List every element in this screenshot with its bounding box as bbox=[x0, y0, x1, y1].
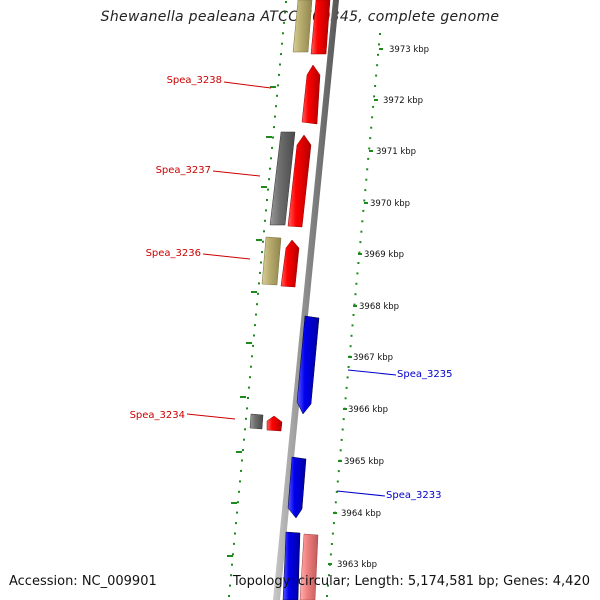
kbp-tick: 3969 kbp bbox=[358, 250, 404, 260]
accession-label: Accession: NC_009901 bbox=[9, 574, 157, 589]
svg-text:3970 kbp: 3970 kbp bbox=[370, 199, 410, 209]
gene-label[interactable]: Spea_3234 bbox=[130, 410, 185, 421]
svg-text:3964 kbp: 3964 kbp bbox=[341, 509, 381, 519]
gene-block[interactable] bbox=[249, 413, 264, 430]
gene-labels: Spea_3238 Spea_3237 Spea_3236 Spea_3235 … bbox=[130, 75, 453, 501]
gene-block[interactable] bbox=[261, 236, 282, 286]
gene-label[interactable]: Spea_3238 bbox=[167, 75, 222, 86]
kbp-tick: 3965 kbp bbox=[338, 457, 384, 467]
svg-text:3973 kbp: 3973 kbp bbox=[389, 45, 429, 55]
gene-block[interactable] bbox=[282, 531, 301, 600]
gene-spea-3238[interactable] bbox=[301, 64, 321, 125]
svg-text:3965 kbp: 3965 kbp bbox=[344, 457, 384, 467]
gene-label[interactable]: Spea_3237 bbox=[156, 165, 211, 176]
gene-features bbox=[249, 0, 331, 600]
svg-text:3972 kbp: 3972 kbp bbox=[383, 96, 423, 106]
kbp-tick: 3964 kbp bbox=[333, 509, 381, 519]
left-tick-ring bbox=[228, 1, 287, 597]
svg-text:3966 kbp: 3966 kbp bbox=[348, 405, 388, 415]
gene-block[interactable] bbox=[292, 0, 313, 53]
outer-ring-dashes bbox=[227, 86, 276, 557]
gene-spea-3236[interactable] bbox=[280, 239, 300, 288]
gene-label[interactable]: Spea_3233 bbox=[386, 490, 441, 501]
gene-label[interactable]: Spea_3236 bbox=[146, 248, 201, 259]
svg-text:3967 kbp: 3967 kbp bbox=[353, 353, 393, 363]
gene-block[interactable] bbox=[310, 0, 331, 55]
kbp-tick: 3966 kbp bbox=[343, 405, 388, 415]
genome-summary: Topology: circular; Length: 5,174,581 bp… bbox=[232, 574, 590, 589]
kbp-tick: 3967 kbp bbox=[348, 353, 393, 363]
gene-label[interactable]: Spea_3235 bbox=[397, 369, 452, 380]
gene-spea-3235[interactable] bbox=[296, 315, 320, 415]
svg-text:3963 kbp: 3963 kbp bbox=[337, 560, 377, 570]
kbp-tick: 3963 kbp bbox=[328, 560, 377, 570]
kbp-tick: 3973 kbp bbox=[379, 45, 429, 55]
genome-backbone bbox=[273, 0, 339, 600]
kbp-tick: 3968 kbp bbox=[353, 302, 399, 312]
gene-spea-3237[interactable] bbox=[287, 134, 312, 228]
svg-text:3968 kbp: 3968 kbp bbox=[359, 302, 399, 312]
gene-block[interactable] bbox=[269, 131, 296, 226]
svg-text:3971 kbp: 3971 kbp bbox=[376, 147, 416, 157]
kbp-tick: 3972 kbp bbox=[374, 96, 423, 106]
gene-spea-3234[interactable] bbox=[266, 415, 283, 432]
gene-block[interactable] bbox=[299, 533, 319, 600]
svg-text:3969 kbp: 3969 kbp bbox=[364, 250, 404, 260]
kbp-ticks: 3973 kbp 3972 kbp 3971 kbp 3970 kbp 3969… bbox=[328, 45, 429, 570]
kbp-tick: 3970 kbp bbox=[364, 199, 410, 209]
kbp-tick: 3971 kbp bbox=[369, 147, 416, 157]
gene-spea-3233[interactable] bbox=[287, 456, 307, 519]
